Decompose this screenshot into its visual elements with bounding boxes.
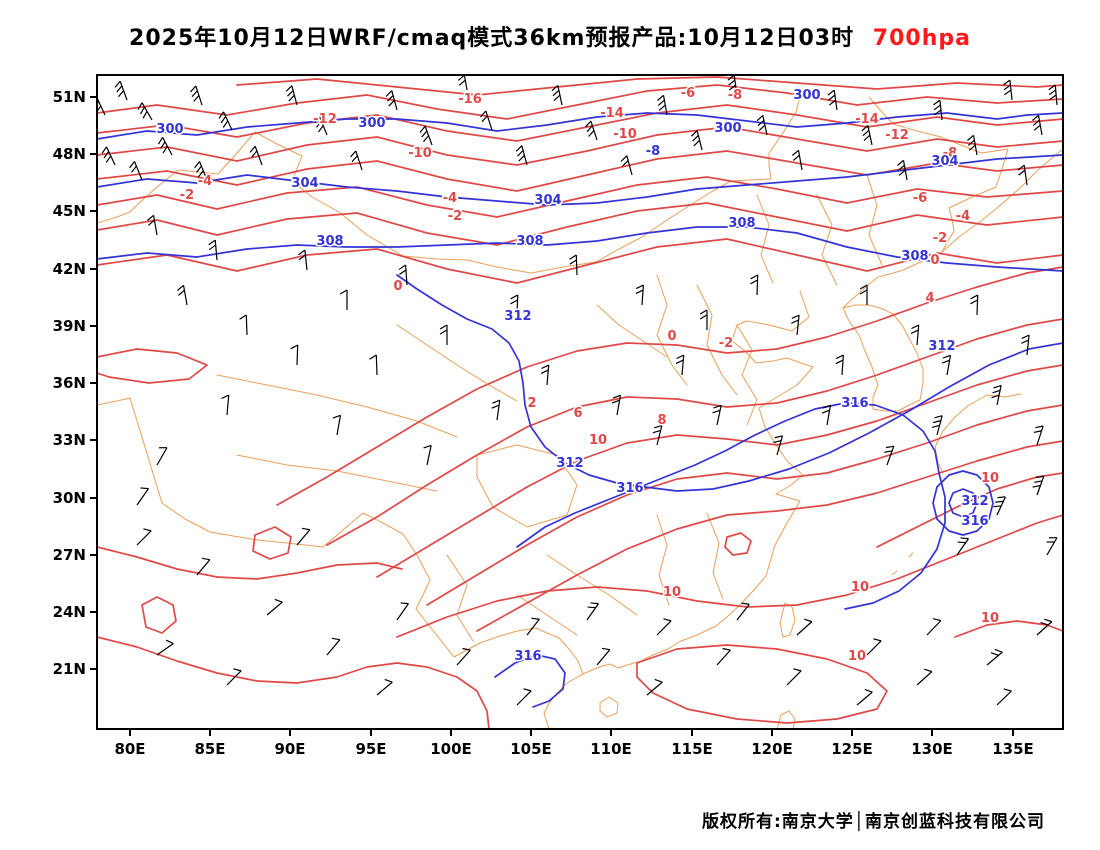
svg-text:-2: -2	[180, 188, 194, 203]
lon-tick-label: 135E	[992, 740, 1034, 758]
svg-text:312: 312	[504, 309, 531, 324]
lat-tick-label: 45N	[53, 202, 86, 220]
svg-text:308: 308	[901, 249, 928, 264]
svg-text:8: 8	[657, 413, 666, 428]
lat-tick-label: 36N	[53, 374, 86, 392]
svg-text:10: 10	[851, 580, 869, 595]
lon-tick-label: 115E	[671, 740, 713, 758]
lon-tick-label: 90E	[274, 740, 305, 758]
svg-text:-12: -12	[885, 128, 909, 143]
wind-barbs-layer	[97, 75, 1058, 706]
svg-text:10: 10	[848, 649, 866, 664]
svg-text:-2: -2	[719, 336, 733, 351]
contour-labels-layer: -16 -12 -14 -6 -8 -14 -12 -10 -10 -8 -8 -4 -2 -4 -2 -6 -…	[155, 85, 1001, 666]
svg-text:300: 300	[358, 116, 385, 131]
svg-text:304: 304	[291, 176, 318, 191]
svg-text:304: 304	[534, 193, 561, 208]
lat-tick-label: 33N	[53, 431, 86, 449]
lon-tick-label: 125E	[831, 740, 873, 758]
lon-tick-label: 80E	[114, 740, 145, 758]
svg-text:-8: -8	[728, 88, 742, 103]
lon-tick-label: 85E	[194, 740, 225, 758]
svg-text:308: 308	[316, 234, 343, 249]
svg-text:304: 304	[931, 154, 958, 169]
lat-tick-label: 42N	[53, 260, 86, 278]
lon-tick-label: 120E	[751, 740, 793, 758]
svg-text:300: 300	[793, 88, 820, 103]
svg-text:-4: -4	[198, 174, 212, 189]
lat-tick-label: 30N	[53, 489, 86, 507]
svg-text:2: 2	[527, 396, 536, 411]
svg-text:0: 0	[667, 329, 676, 344]
svg-text:300: 300	[156, 122, 183, 137]
lat-tick-label: 24N	[53, 603, 86, 621]
title-pressure-level: 700hpa	[872, 26, 971, 51]
svg-text:10: 10	[663, 585, 681, 600]
svg-text:4: 4	[925, 291, 934, 306]
svg-text:308: 308	[516, 234, 543, 249]
svg-text:-8: -8	[943, 146, 957, 161]
page-title: 2025年10月12日WRF/cmaq模式36km预报产品:10月12日03时 …	[0, 20, 1100, 52]
svg-text:-14: -14	[600, 106, 624, 121]
svg-text:0: 0	[393, 279, 402, 294]
svg-text:0: 0	[930, 253, 939, 268]
svg-text:-6: -6	[913, 191, 927, 206]
lon-tick-label: 100E	[430, 740, 472, 758]
svg-text:-10: -10	[613, 127, 637, 142]
lat-tick-label: 48N	[53, 145, 86, 163]
height-contours-layer	[97, 112, 1063, 708]
svg-text:308: 308	[728, 216, 755, 231]
svg-text:-8: -8	[646, 144, 660, 159]
lon-tick-label: 95E	[355, 740, 386, 758]
svg-text:-2: -2	[933, 231, 947, 246]
copyright-notice: 版权所有:南京大学│南京创蓝科技有限公司	[701, 812, 1045, 832]
lon-tick-label: 105E	[510, 740, 552, 758]
svg-text:312: 312	[961, 494, 988, 509]
svg-text:316: 316	[514, 649, 541, 664]
svg-text:312: 312	[556, 456, 583, 471]
svg-text:-12: -12	[313, 112, 337, 127]
lat-tick-label: 21N	[53, 660, 86, 678]
svg-text:-4: -4	[956, 209, 970, 224]
title-text: 2025年10月12日WRF/cmaq模式36km预报产品:10月12日03时	[129, 26, 855, 51]
lat-tick-label: 39N	[53, 317, 86, 335]
svg-text:-14: -14	[855, 112, 879, 127]
lon-tick-label: 130E	[911, 740, 953, 758]
axes-layer: 51N 48N 45N 42N 39N 36N 33N 30N 27N 24N 21N 80E 85E 9…	[53, 88, 1034, 758]
svg-text:316: 316	[841, 396, 868, 411]
svg-text:-4: -4	[443, 191, 457, 206]
svg-text:-6: -6	[681, 86, 695, 101]
temperature-contours-layer	[97, 76, 1063, 729]
svg-text:6: 6	[573, 406, 582, 421]
svg-text:-2: -2	[448, 209, 462, 224]
lon-tick-label: 110E	[590, 740, 632, 758]
svg-text:-10: -10	[408, 146, 432, 161]
svg-text:316: 316	[616, 481, 643, 496]
svg-text:10: 10	[981, 611, 999, 626]
svg-text:10: 10	[589, 433, 607, 448]
svg-text:-16: -16	[458, 92, 482, 107]
lat-tick-label: 27N	[53, 546, 86, 564]
svg-text:10: 10	[981, 471, 999, 486]
svg-text:312: 312	[928, 339, 955, 354]
lat-tick-label: 51N	[53, 88, 86, 106]
weather-map-canvas: -16 -12 -14 -6 -8 -14 -12 -10 -10 -8 -8 -4 -2 -4 -2 -6 -…	[53, 74, 1064, 758]
svg-text:316: 316	[961, 514, 988, 529]
svg-text:300: 300	[714, 121, 741, 136]
